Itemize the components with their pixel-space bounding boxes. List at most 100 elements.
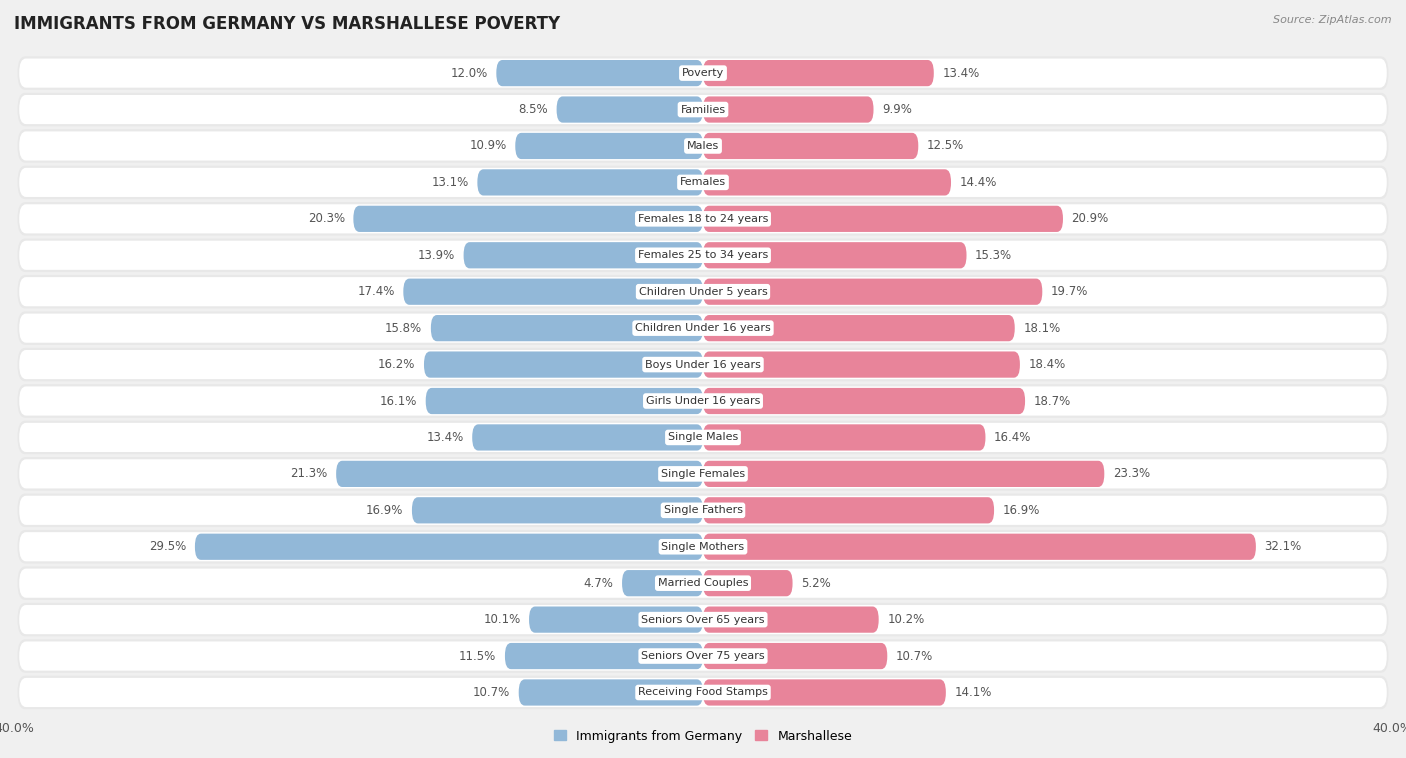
Text: 23.3%: 23.3%: [1114, 468, 1150, 481]
FancyBboxPatch shape: [20, 532, 1386, 562]
Text: Poverty: Poverty: [682, 68, 724, 78]
FancyBboxPatch shape: [17, 639, 1389, 673]
Text: 10.9%: 10.9%: [470, 139, 506, 152]
Text: Children Under 5 years: Children Under 5 years: [638, 287, 768, 296]
FancyBboxPatch shape: [703, 679, 946, 706]
Text: 10.1%: 10.1%: [484, 613, 520, 626]
Text: 12.0%: 12.0%: [450, 67, 488, 80]
FancyBboxPatch shape: [17, 457, 1389, 490]
Text: 32.1%: 32.1%: [1264, 540, 1302, 553]
FancyBboxPatch shape: [703, 461, 1104, 487]
Text: 9.9%: 9.9%: [882, 103, 912, 116]
Text: Females 25 to 34 years: Females 25 to 34 years: [638, 250, 768, 260]
FancyBboxPatch shape: [20, 168, 1386, 197]
FancyBboxPatch shape: [20, 277, 1386, 306]
Text: Source: ZipAtlas.com: Source: ZipAtlas.com: [1274, 15, 1392, 25]
FancyBboxPatch shape: [20, 241, 1386, 270]
FancyBboxPatch shape: [195, 534, 703, 560]
Text: Families: Families: [681, 105, 725, 114]
FancyBboxPatch shape: [430, 315, 703, 341]
Text: 14.1%: 14.1%: [955, 686, 991, 699]
Text: 14.4%: 14.4%: [960, 176, 997, 189]
FancyBboxPatch shape: [529, 606, 703, 633]
FancyBboxPatch shape: [703, 606, 879, 633]
FancyBboxPatch shape: [703, 388, 1025, 414]
FancyBboxPatch shape: [703, 279, 1042, 305]
FancyBboxPatch shape: [505, 643, 703, 669]
Text: 19.7%: 19.7%: [1050, 285, 1088, 298]
Text: Females 18 to 24 years: Females 18 to 24 years: [638, 214, 768, 224]
Text: Girls Under 16 years: Girls Under 16 years: [645, 396, 761, 406]
FancyBboxPatch shape: [17, 129, 1389, 163]
FancyBboxPatch shape: [703, 570, 793, 597]
FancyBboxPatch shape: [17, 421, 1389, 454]
Text: 16.9%: 16.9%: [366, 504, 404, 517]
FancyBboxPatch shape: [17, 348, 1389, 381]
Text: 4.7%: 4.7%: [583, 577, 613, 590]
Text: 10.7%: 10.7%: [472, 686, 510, 699]
FancyBboxPatch shape: [519, 679, 703, 706]
FancyBboxPatch shape: [17, 603, 1389, 637]
FancyBboxPatch shape: [20, 459, 1386, 488]
FancyBboxPatch shape: [336, 461, 703, 487]
FancyBboxPatch shape: [20, 387, 1386, 415]
FancyBboxPatch shape: [20, 350, 1386, 379]
Text: 10.2%: 10.2%: [887, 613, 925, 626]
Text: 16.2%: 16.2%: [378, 358, 415, 371]
Text: Children Under 16 years: Children Under 16 years: [636, 323, 770, 333]
Text: Boys Under 16 years: Boys Under 16 years: [645, 359, 761, 370]
FancyBboxPatch shape: [496, 60, 703, 86]
FancyBboxPatch shape: [20, 314, 1386, 343]
FancyBboxPatch shape: [17, 92, 1389, 127]
FancyBboxPatch shape: [20, 131, 1386, 161]
FancyBboxPatch shape: [703, 205, 1063, 232]
FancyBboxPatch shape: [703, 96, 873, 123]
Text: 21.3%: 21.3%: [290, 468, 328, 481]
Text: 29.5%: 29.5%: [149, 540, 186, 553]
Text: 13.4%: 13.4%: [426, 431, 464, 444]
FancyBboxPatch shape: [17, 384, 1389, 418]
Text: 13.9%: 13.9%: [418, 249, 456, 262]
FancyBboxPatch shape: [20, 204, 1386, 233]
Text: 13.1%: 13.1%: [432, 176, 468, 189]
Text: Receiving Food Stamps: Receiving Food Stamps: [638, 688, 768, 697]
FancyBboxPatch shape: [17, 166, 1389, 199]
FancyBboxPatch shape: [17, 530, 1389, 563]
FancyBboxPatch shape: [17, 202, 1389, 236]
FancyBboxPatch shape: [17, 493, 1389, 527]
Text: 16.1%: 16.1%: [380, 394, 418, 408]
FancyBboxPatch shape: [703, 315, 1015, 341]
Legend: Immigrants from Germany, Marshallese: Immigrants from Germany, Marshallese: [554, 729, 852, 743]
FancyBboxPatch shape: [412, 497, 703, 524]
FancyBboxPatch shape: [404, 279, 703, 305]
Text: 18.1%: 18.1%: [1024, 321, 1060, 334]
Text: 12.5%: 12.5%: [927, 139, 965, 152]
FancyBboxPatch shape: [703, 169, 950, 196]
FancyBboxPatch shape: [703, 133, 918, 159]
FancyBboxPatch shape: [20, 423, 1386, 452]
Text: Single Mothers: Single Mothers: [661, 542, 745, 552]
FancyBboxPatch shape: [17, 566, 1389, 600]
Text: 20.9%: 20.9%: [1071, 212, 1109, 225]
Text: 16.4%: 16.4%: [994, 431, 1032, 444]
FancyBboxPatch shape: [20, 568, 1386, 598]
FancyBboxPatch shape: [703, 534, 1256, 560]
FancyBboxPatch shape: [703, 424, 986, 450]
FancyBboxPatch shape: [464, 242, 703, 268]
FancyBboxPatch shape: [425, 352, 703, 377]
FancyBboxPatch shape: [621, 570, 703, 597]
Text: 11.5%: 11.5%: [460, 650, 496, 662]
FancyBboxPatch shape: [20, 58, 1386, 88]
FancyBboxPatch shape: [20, 641, 1386, 671]
Text: Females: Females: [681, 177, 725, 187]
Text: 13.4%: 13.4%: [942, 67, 980, 80]
Text: 18.4%: 18.4%: [1029, 358, 1066, 371]
Text: 8.5%: 8.5%: [519, 103, 548, 116]
FancyBboxPatch shape: [17, 312, 1389, 345]
FancyBboxPatch shape: [703, 643, 887, 669]
FancyBboxPatch shape: [17, 56, 1389, 90]
FancyBboxPatch shape: [703, 352, 1019, 377]
FancyBboxPatch shape: [353, 205, 703, 232]
Text: 18.7%: 18.7%: [1033, 394, 1071, 408]
Text: IMMIGRANTS FROM GERMANY VS MARSHALLESE POVERTY: IMMIGRANTS FROM GERMANY VS MARSHALLESE P…: [14, 15, 560, 33]
